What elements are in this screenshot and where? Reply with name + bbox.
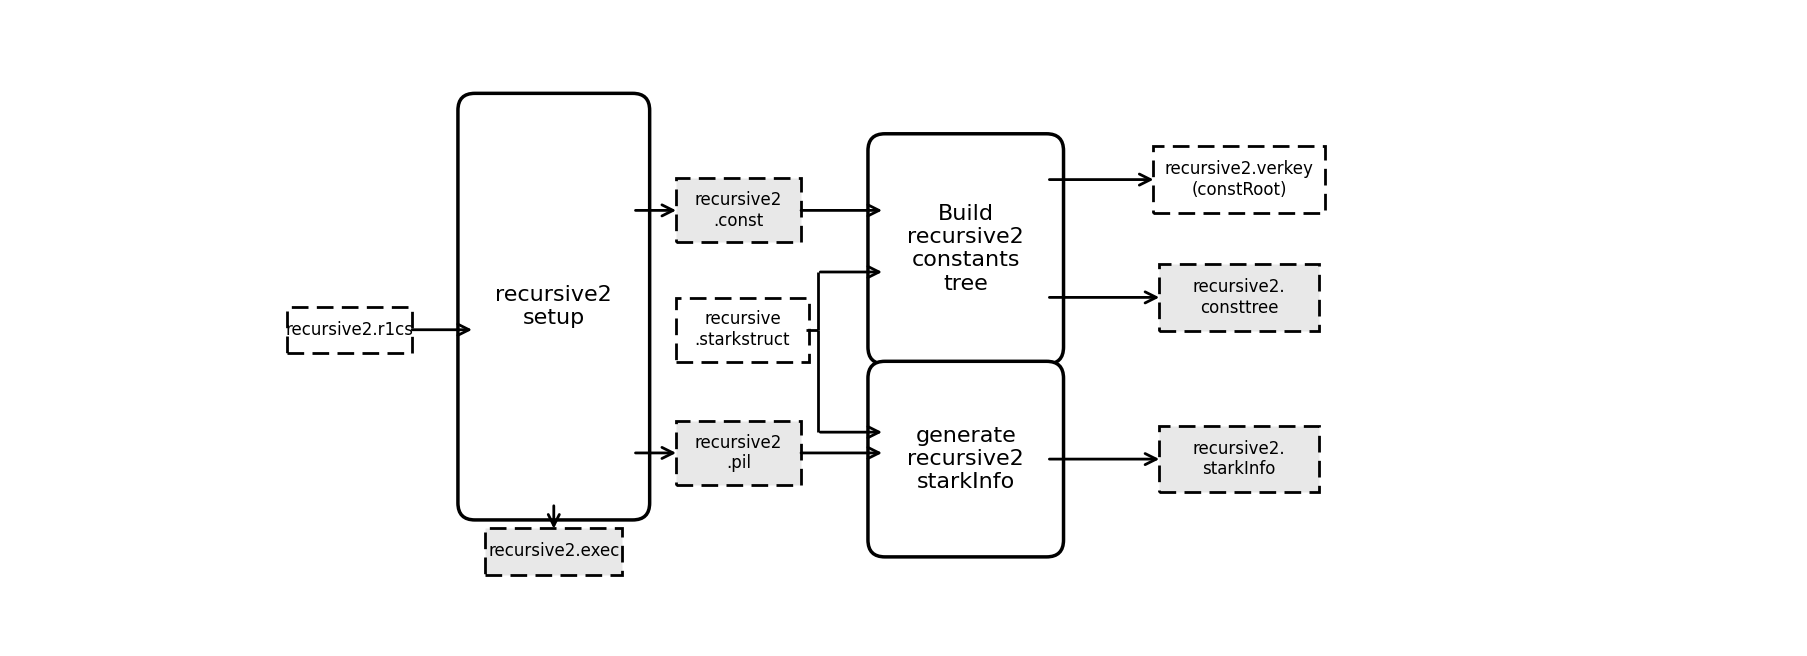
Text: recursive2
setup: recursive2 setup: [495, 285, 613, 328]
Text: recursive2
.pil: recursive2 .pil: [696, 434, 782, 472]
FancyBboxPatch shape: [457, 93, 651, 520]
FancyBboxPatch shape: [1158, 264, 1319, 331]
FancyBboxPatch shape: [676, 178, 801, 242]
Text: Build
recursive2
constants
tree: Build recursive2 constants tree: [907, 204, 1025, 294]
FancyBboxPatch shape: [676, 298, 810, 361]
FancyBboxPatch shape: [486, 528, 622, 575]
FancyBboxPatch shape: [867, 134, 1064, 364]
Text: generate
recursive2
starkInfo: generate recursive2 starkInfo: [907, 426, 1025, 492]
FancyBboxPatch shape: [1158, 426, 1319, 492]
FancyBboxPatch shape: [1153, 146, 1325, 213]
Text: recursive2.
starkInfo: recursive2. starkInfo: [1193, 440, 1285, 478]
Text: recursive2.r1cs: recursive2.r1cs: [286, 321, 414, 338]
FancyBboxPatch shape: [287, 306, 412, 353]
FancyBboxPatch shape: [676, 421, 801, 485]
Text: recursive2.exec: recursive2.exec: [488, 543, 620, 560]
Text: recursive2
.const: recursive2 .const: [696, 191, 782, 230]
FancyBboxPatch shape: [867, 361, 1064, 557]
Text: recursive2.
consttree: recursive2. consttree: [1193, 278, 1285, 317]
Text: recursive2.verkey
(constRoot): recursive2.verkey (constRoot): [1166, 160, 1314, 199]
Text: recursive
.starkstruct: recursive .starkstruct: [694, 310, 790, 349]
